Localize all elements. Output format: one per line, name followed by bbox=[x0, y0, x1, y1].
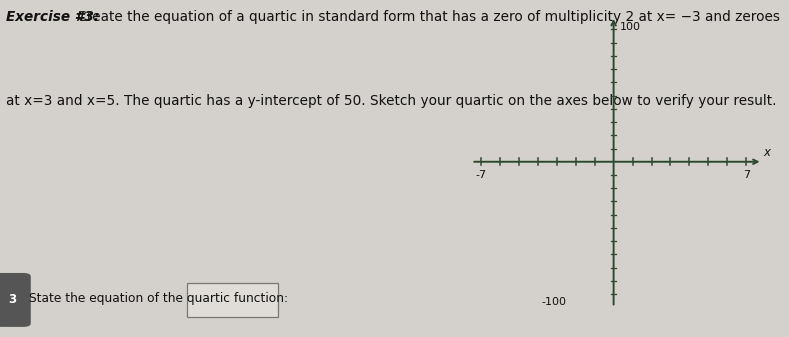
Text: at x=3 and x=5. The quartic has a y-intercept of 50. Sketch your quartic on the : at x=3 and x=5. The quartic has a y-inte… bbox=[6, 94, 777, 109]
Text: 3: 3 bbox=[9, 294, 17, 306]
Text: -7: -7 bbox=[475, 170, 486, 180]
FancyBboxPatch shape bbox=[0, 273, 31, 327]
Text: x: x bbox=[763, 146, 770, 159]
Text: 100: 100 bbox=[620, 22, 641, 32]
Bar bbox=[187, 283, 278, 317]
Text: -100: -100 bbox=[541, 297, 567, 307]
Text: State the equation of the quartic function:: State the equation of the quartic functi… bbox=[29, 292, 288, 305]
Text: Create the equation of a quartic in standard form that has a zero of multiplicit: Create the equation of a quartic in stan… bbox=[73, 10, 780, 24]
Text: 7: 7 bbox=[742, 170, 750, 180]
Text: Exercise #3:: Exercise #3: bbox=[6, 10, 99, 24]
